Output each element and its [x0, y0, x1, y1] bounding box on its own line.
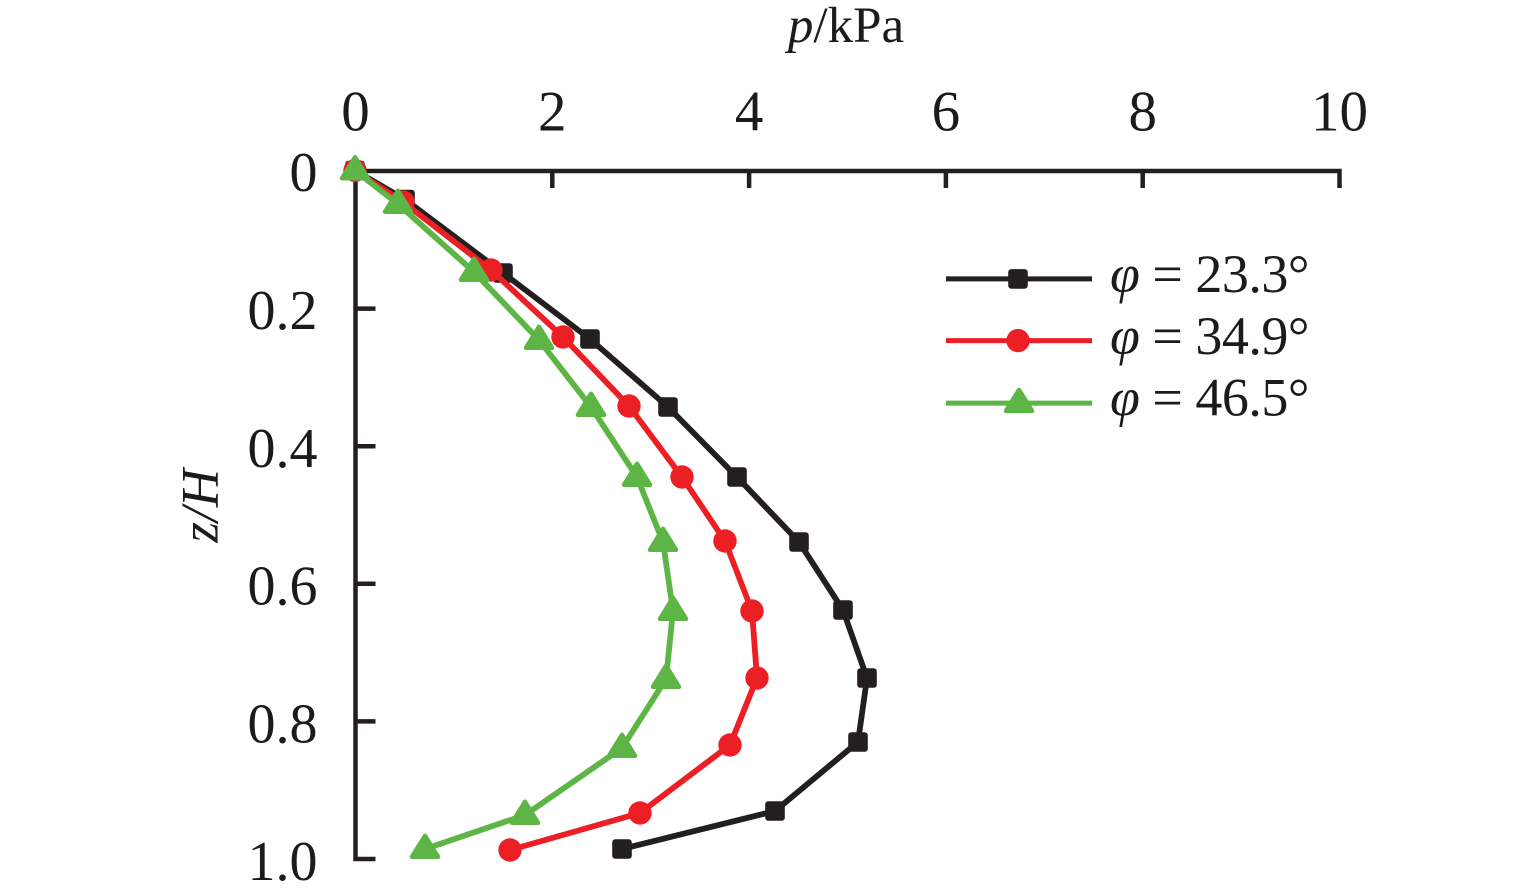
svg-text:φ = 34.9°: φ = 34.9° — [1110, 306, 1309, 366]
svg-text:0: 0 — [341, 81, 370, 144]
svg-text:0.2: 0.2 — [248, 280, 318, 342]
svg-text:φ = 46.5°: φ = 46.5° — [1110, 368, 1309, 428]
svg-text:φ = 23.3°: φ = 23.3° — [1110, 244, 1309, 304]
svg-text:10: 10 — [1311, 81, 1368, 144]
svg-text:p/kPa: p/kPa — [785, 0, 904, 54]
svg-text:1.0: 1.0 — [248, 831, 318, 893]
svg-text:z/H: z/H — [172, 466, 230, 543]
svg-text:0.8: 0.8 — [248, 694, 318, 756]
svg-text:4: 4 — [735, 81, 764, 144]
svg-text:6: 6 — [932, 81, 961, 144]
svg-text:0: 0 — [290, 142, 318, 204]
svg-text:8: 8 — [1128, 81, 1157, 144]
svg-text:0.4: 0.4 — [248, 418, 318, 480]
svg-text:0.6: 0.6 — [248, 556, 318, 618]
svg-text:2: 2 — [538, 81, 567, 144]
